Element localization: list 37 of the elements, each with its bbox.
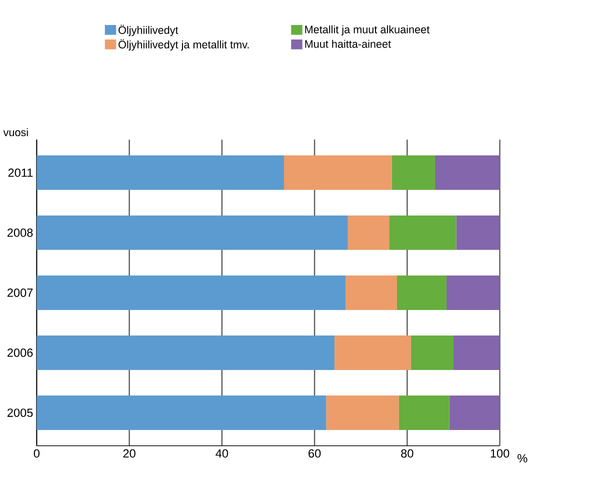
- x-tick-label: 80: [401, 449, 414, 458]
- x-tick-label: 100: [490, 449, 510, 458]
- bar: [410, 336, 454, 370]
- bar: [36, 336, 334, 370]
- y-axis-title: vuosi: [3, 128, 28, 136]
- bar: [449, 396, 500, 430]
- y-tick-label: 2007: [8, 288, 33, 298]
- x-axis-title: %: [518, 454, 528, 463]
- bar: [36, 276, 346, 310]
- y-tick-label: 2008: [8, 228, 33, 238]
- y-tick-label: 2011: [8, 168, 33, 178]
- legend-label: Öljyhiilivedyt: [118, 24, 178, 36]
- y-tick-label: 2006: [8, 348, 33, 358]
- bar: [36, 216, 348, 250]
- x-tick-label: 40: [216, 449, 228, 458]
- bar: [392, 156, 435, 190]
- bar: [348, 216, 390, 250]
- legend-label: Öljyhiilivedyt ja metallit tmv.: [118, 39, 249, 51]
- x-tick-label: 20: [123, 449, 136, 458]
- bar: [456, 216, 500, 250]
- legend-label: Muut haitta-aineet: [305, 40, 391, 48]
- x-tick-label: 0: [34, 449, 40, 458]
- x-tick-label: 60: [308, 449, 321, 458]
- y-tick-label: 2005: [8, 408, 33, 418]
- bar: [334, 336, 411, 370]
- bar: [36, 156, 284, 190]
- bar: [396, 276, 447, 310]
- bar: [326, 396, 399, 430]
- bar: [453, 336, 500, 370]
- bar: [434, 156, 500, 190]
- bar: [284, 156, 392, 190]
- bar: [446, 276, 500, 310]
- bar: [346, 276, 397, 310]
- legend-label: Metallit ja muut alkuaineet: [305, 26, 430, 36]
- bar: [36, 396, 326, 430]
- bar: [389, 216, 456, 250]
- bar: [398, 396, 450, 430]
